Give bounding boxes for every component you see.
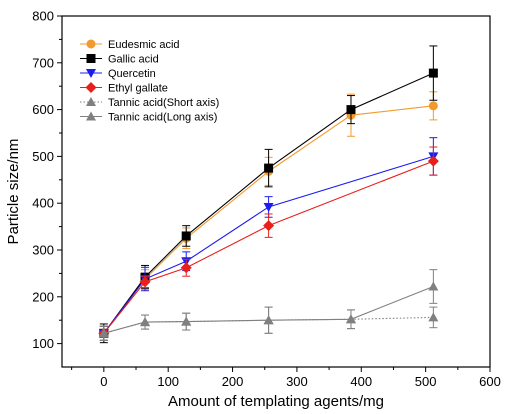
data-point	[428, 312, 439, 322]
legend-label: Quercetin	[108, 68, 156, 80]
legend-item-0: Eudesmic acid	[80, 39, 180, 51]
data-point	[264, 163, 274, 173]
x-axis-title: Amount of templating agents/mg	[168, 393, 384, 410]
legend-item-4: Tannic acid(Short axis)	[80, 97, 219, 109]
y-tick-label: 400	[32, 196, 54, 211]
data-point	[98, 328, 109, 338]
x-tick-label: 100	[157, 374, 179, 389]
y-tick-label: 600	[32, 102, 54, 117]
y-tick-label: 500	[32, 149, 54, 164]
data-point	[180, 262, 192, 274]
data-point	[181, 231, 191, 241]
legend-item-5: Tannic acid(Long axis)	[80, 111, 217, 124]
data-point	[263, 315, 274, 325]
data-point	[140, 317, 151, 327]
y-tick-label: 300	[32, 243, 54, 258]
x-tick-label: 300	[286, 374, 308, 389]
legend-label: Ethyl gallate	[108, 83, 168, 95]
legend-label: Tannic acid(Long axis)	[108, 112, 217, 124]
data-point	[263, 220, 275, 232]
legend: Eudesmic acid Gallic acid Quercetin Ethyl g…	[80, 39, 219, 124]
data-point	[428, 101, 438, 111]
series-line	[103, 285, 434, 334]
x-tick-label: 0	[100, 374, 107, 389]
y-tick-label: 800	[32, 9, 54, 24]
legend-marker	[86, 97, 96, 106]
axes: 0 100 200 300 400 500 600 100 200 300 400 500 600 700…	[32, 9, 501, 390]
data-point	[263, 202, 274, 212]
y-tick-label: 200	[32, 289, 54, 304]
legend-marker	[86, 54, 96, 63]
legend-label: Eudesmic acid	[108, 39, 180, 51]
data-point	[428, 281, 439, 291]
legend-item-3: Ethyl gallate	[80, 82, 168, 95]
data-point	[139, 276, 151, 288]
x-tick-label: 600	[479, 374, 501, 389]
series-5	[98, 269, 439, 341]
data-point	[181, 316, 192, 326]
x-tick-label: 400	[350, 374, 372, 389]
legend-marker	[86, 69, 96, 78]
y-tick-label: 100	[32, 336, 54, 351]
plot-area	[98, 45, 439, 344]
legend-label: Tannic acid(Short axis)	[108, 97, 219, 109]
data-point	[428, 68, 438, 78]
legend-label: Gallic acid	[108, 54, 159, 66]
legend-marker	[86, 39, 96, 49]
legend-item-1: Gallic acid	[80, 54, 159, 66]
plot-frame	[61, 15, 491, 368]
x-tick-label: 500	[415, 374, 437, 389]
series-line	[103, 72, 434, 334]
y-tick-label: 700	[32, 55, 54, 70]
legend-marker	[85, 82, 97, 93]
legend-marker	[86, 111, 96, 121]
legend-item-2: Quercetin	[80, 68, 156, 80]
data-point	[346, 105, 356, 115]
data-point	[427, 155, 439, 167]
data-point	[345, 314, 356, 324]
y-axis-title: Particle size/nm	[5, 139, 22, 245]
x-tick-label: 200	[222, 374, 244, 389]
